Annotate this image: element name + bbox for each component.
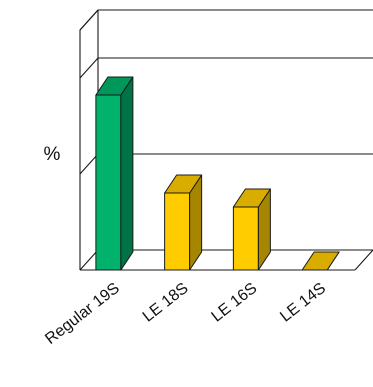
gridline-side-2 [79, 57, 99, 79]
gridlines [79, 9, 373, 175]
bar-side-face [120, 76, 134, 271]
x-tick-labels: Regular 19S LE 18S LE 16S LE 14S [42, 280, 329, 348]
bar-front-face [232, 206, 259, 271]
bar-top-face [164, 174, 203, 194]
bar-regular-19s [95, 76, 134, 271]
x-tick-label: LE 14S [277, 280, 329, 326]
bar-front-face [164, 192, 191, 271]
bar-top-face [301, 251, 340, 271]
gridline-side-3 [79, 9, 99, 31]
bars [95, 76, 340, 271]
x-tick-label: LE 16S [209, 280, 261, 326]
floor-right-edge [354, 249, 373, 271]
gridline-side-1 [79, 153, 99, 175]
y-axis-label: % [44, 144, 61, 165]
x-tick-label: Regular 19S [42, 280, 123, 348]
bar-top-face [232, 188, 271, 208]
x-tick-label: LE 18S [140, 280, 192, 326]
floor-left-edge [79, 249, 99, 271]
bar-le-18s [164, 174, 203, 271]
bar-le-16s [232, 188, 271, 271]
bar-front-face [95, 94, 122, 271]
bar-top-face [95, 76, 134, 96]
bar-le-14s [301, 251, 340, 271]
